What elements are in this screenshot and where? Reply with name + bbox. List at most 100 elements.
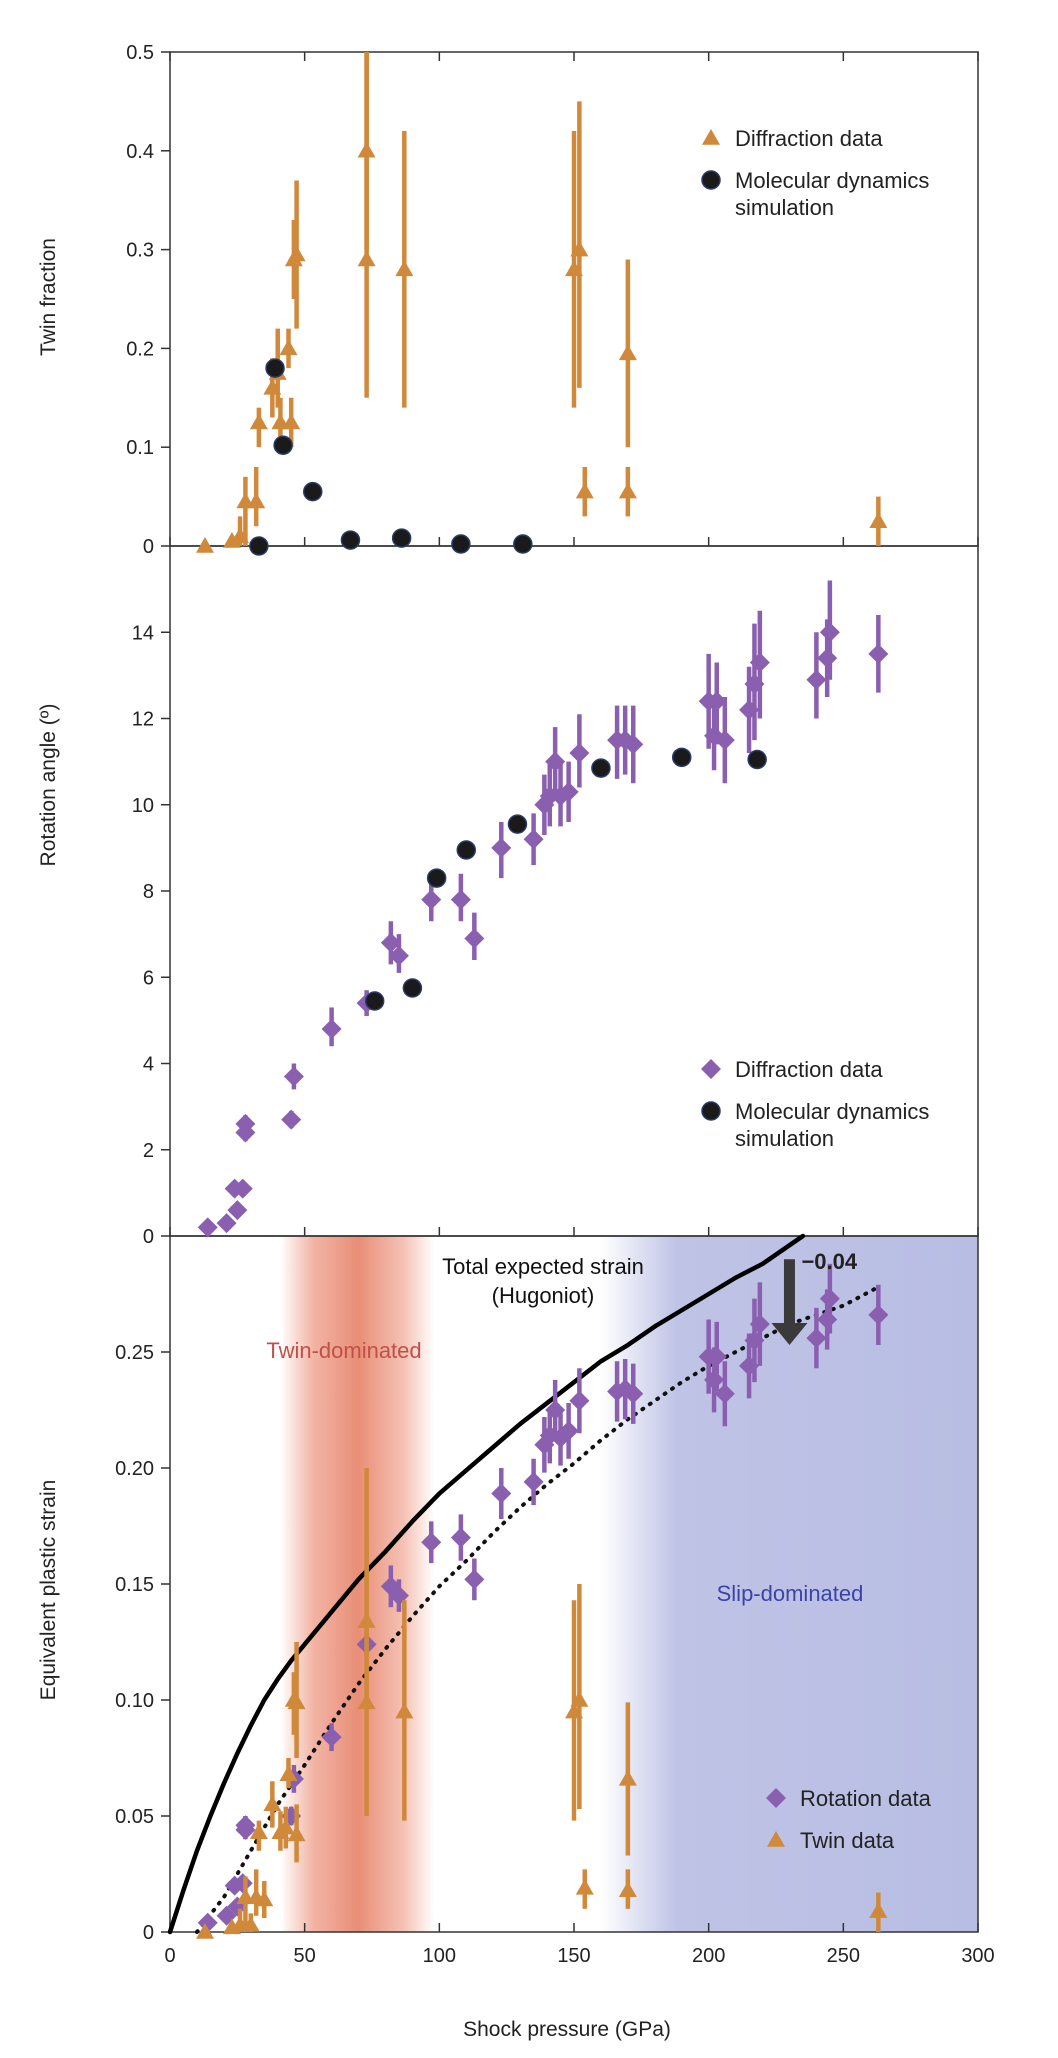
top-ytick-label: 0.5 xyxy=(126,42,154,64)
middle-diamond-point xyxy=(380,932,401,953)
bottom-triangle-point xyxy=(618,1881,637,1897)
bottom-triangle-point xyxy=(196,1923,215,1939)
top-legend-label: Molecular dynamics xyxy=(735,168,929,193)
middle-diamond-point xyxy=(464,928,485,949)
x-axis-title: Shock pressure (GPa) xyxy=(463,2018,671,2041)
bottom-diamond-point xyxy=(817,1309,838,1330)
bottom-diamond-point xyxy=(714,1383,735,1404)
bottom-ytick-label: 0.10 xyxy=(115,1690,154,1712)
bottom-triangle-point xyxy=(255,1890,274,1907)
bottom-diamond-point xyxy=(623,1383,644,1404)
middle-ytick-label: 8 xyxy=(143,881,154,903)
middle-circle-point xyxy=(507,814,528,834)
middle-legend-label: Molecular dynamics xyxy=(735,1099,929,1124)
bottom-diamond-point xyxy=(704,1369,725,1390)
bottom-ylabel: Equivalent plastic strain xyxy=(37,1480,60,1701)
middle-diamond-point xyxy=(421,889,442,910)
bottom-diamond-point xyxy=(464,1569,485,1590)
top-circle-point xyxy=(265,358,285,378)
bottom-diamond-point xyxy=(868,1304,889,1325)
bottom-diamond-point xyxy=(819,1288,840,1309)
bottom-triangle-point xyxy=(249,1823,268,1839)
bottom-triangle-point xyxy=(395,1702,414,1719)
middle-circle-point xyxy=(456,840,477,860)
middle-ytick-label: 14 xyxy=(132,622,154,644)
middle-ytick-label: 10 xyxy=(132,795,154,817)
middle-legend-label-2: simulation xyxy=(735,1126,834,1151)
top-circle-point xyxy=(273,435,293,455)
middle-legend-marker xyxy=(701,1101,721,1121)
bottom-diamond-point xyxy=(706,1346,727,1367)
top-circle-point xyxy=(302,481,323,502)
middle-ylabel: Rotation angle (º) xyxy=(37,704,60,867)
middle-diamond-point xyxy=(819,622,840,643)
bottom-diamond-point xyxy=(321,1727,342,1748)
middle-diamond-point xyxy=(450,889,471,910)
middle-diamond-point xyxy=(216,1213,237,1234)
middle-ytick-label: 2 xyxy=(143,1140,154,1162)
middle-circle-point xyxy=(591,758,611,778)
bottom-legend-marker xyxy=(766,1788,786,1808)
bottom-triangle-point xyxy=(357,1693,376,1710)
middle-diamond-point xyxy=(523,829,544,850)
bottom-diamond-point xyxy=(523,1471,544,1492)
top-ytick-label: 0 xyxy=(143,536,154,558)
x-tick-label: 250 xyxy=(827,1945,860,1967)
middle-diamond-point xyxy=(817,648,838,669)
top-legend-label-2: simulation xyxy=(735,195,834,220)
middle-diamond-point xyxy=(569,743,590,763)
hugoniot-label: Total expected strain xyxy=(442,1254,644,1279)
top-ytick-label: 0.4 xyxy=(126,141,154,163)
top-ytick-label: 0.1 xyxy=(126,437,154,459)
middle-diamond-point xyxy=(749,652,770,673)
x-tick-label: 150 xyxy=(557,1945,590,1967)
x-tick-label: 300 xyxy=(961,1945,994,1967)
bottom-triangle-point xyxy=(263,1795,282,1812)
top-circle-point xyxy=(391,528,412,548)
middle-diamond-point xyxy=(491,837,512,858)
top-legend-label: Diffraction data xyxy=(735,126,883,151)
x-tick-label: 50 xyxy=(294,1945,316,1967)
middle-diamond-point xyxy=(232,1178,253,1199)
middle-ytick-label: 6 xyxy=(143,967,154,989)
bottom-legend-label: Twin data xyxy=(800,1828,895,1853)
slip-dominated-region xyxy=(600,1236,978,1932)
top-triangle-point xyxy=(570,240,589,257)
bottom-triangle-point xyxy=(570,1691,589,1707)
middle-circle-point xyxy=(402,978,423,998)
top-triangle-point xyxy=(357,250,376,267)
middle-ytick-label: 0 xyxy=(143,1226,154,1248)
middle-ytick-label: 12 xyxy=(132,709,154,731)
bottom-diamond-point xyxy=(806,1328,827,1349)
top-triangle-point xyxy=(279,339,298,356)
middle-circle-point xyxy=(671,747,692,768)
x-tick-label: 100 xyxy=(423,1945,456,1967)
bottom-legend-marker xyxy=(767,1831,785,1847)
top-triangle-point xyxy=(249,413,268,430)
bottom-diamond-point xyxy=(421,1532,442,1553)
middle-diamond-point xyxy=(706,691,727,712)
bottom-triangle-point xyxy=(241,1916,260,1932)
slip-dominated-label: Slip-dominated xyxy=(717,1581,864,1606)
top-circle-point xyxy=(451,534,471,554)
bottom-diamond-point xyxy=(491,1483,512,1504)
middle-diamond-point xyxy=(558,781,579,802)
bottom-ytick-label: 0.15 xyxy=(115,1574,154,1596)
bottom-triangle-point xyxy=(357,1612,376,1628)
middle-diamond-point xyxy=(321,1019,342,1039)
top-triangle-point xyxy=(196,537,215,553)
top-circle-point xyxy=(340,530,361,550)
bottom-triangle-point xyxy=(575,1878,594,1895)
top-triangle-point xyxy=(575,482,594,499)
top-ytick-label: 0.2 xyxy=(126,338,154,360)
bottom-triangle-point xyxy=(279,1765,298,1781)
top-legend-marker xyxy=(702,129,720,145)
twin-dominated-region xyxy=(283,1236,434,1932)
middle-diamond-point xyxy=(235,1122,256,1143)
bottom-diamond-point xyxy=(749,1314,770,1335)
middle-circle-point xyxy=(364,991,385,1011)
bottom-legend-label: Rotation data xyxy=(800,1786,932,1811)
strain-offset-label: −0.04 xyxy=(801,1249,857,1274)
twin-dominated-label: Twin-dominated xyxy=(266,1338,421,1363)
